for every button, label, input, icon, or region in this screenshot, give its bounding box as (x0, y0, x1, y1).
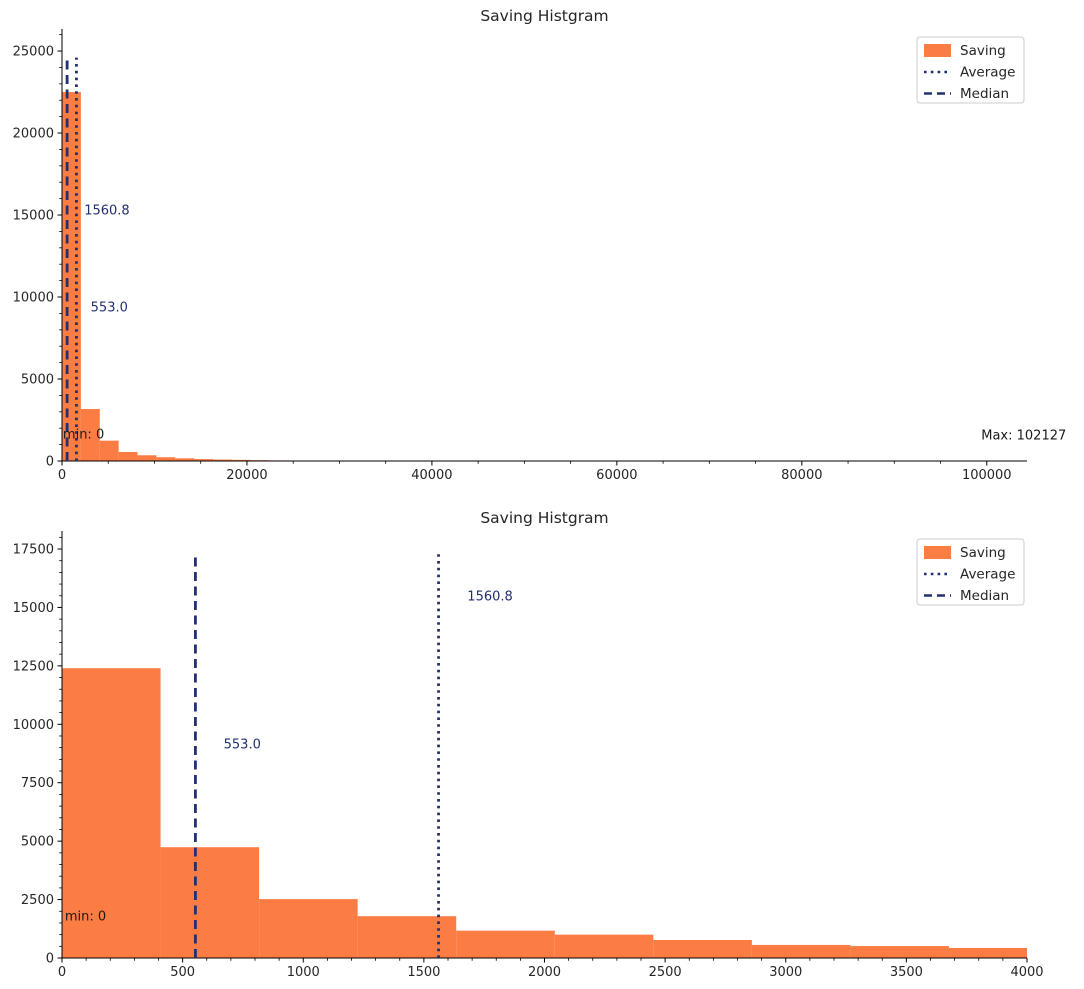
legend-label: Median (960, 588, 1009, 604)
histogram-bar (118, 451, 138, 461)
y-tick-label: 10000 (13, 291, 54, 306)
histogram-bar (653, 940, 752, 958)
annotation-min-0: min: 0 (65, 909, 106, 924)
histogram-bar (213, 459, 232, 461)
x-tick-label: 500 (170, 965, 195, 980)
x-tick-label: 4000 (1010, 965, 1043, 980)
histogram-bar (456, 930, 555, 958)
y-tick-label: 25000 (13, 45, 54, 60)
x-tick-label: 20000 (226, 468, 267, 483)
legend-label: Saving (960, 43, 1006, 59)
histogram-bar (160, 847, 260, 958)
histogram-top-svg: 0 20000 40000 60000 80000 100000 0 5000 10000 150… (13, 7, 1067, 483)
y-tick-label: 15000 (13, 601, 54, 616)
x-tick-label: 0 (58, 965, 66, 980)
x-tick-label: 40000 (411, 468, 452, 483)
x-tick-label: 1000 (287, 965, 320, 980)
histogram-bar (156, 457, 176, 461)
histogram-bar (948, 947, 1027, 958)
y-tick-label: 20000 (13, 127, 54, 142)
y-tick-label: 12500 (13, 659, 54, 674)
y-tick-label: 0 (46, 952, 54, 967)
y-tick-label: 5000 (21, 835, 54, 850)
y-tick-label: 0 (46, 455, 54, 470)
histogram-bar (357, 916, 457, 958)
y-tick-label: 10000 (13, 718, 54, 733)
annotation-553-0: 553.0 (224, 738, 261, 753)
saving-histogram-full-range: 0 20000 40000 60000 80000 100000 0 5000 10000 150… (13, 7, 1067, 483)
histogram-bar (137, 455, 157, 461)
legend-swatch-saving (924, 44, 951, 57)
histogram-bar (175, 458, 195, 461)
y-tick-label: 7500 (21, 776, 54, 791)
histogram-bar (231, 459, 251, 461)
histogram-bar (751, 944, 851, 958)
legend-label: Saving (960, 545, 1006, 561)
histogram-bars (62, 668, 1027, 958)
histogram-bar (259, 899, 358, 958)
histogram-bar (62, 668, 161, 958)
histogram-bar (850, 946, 949, 958)
y-tick-label: 15000 (13, 209, 54, 224)
histogram-bars (62, 92, 289, 461)
x-tick-label: 3000 (769, 965, 802, 980)
histogram-bar (194, 459, 214, 461)
chart-title: Saving Histgram (480, 7, 608, 25)
annotation-1560-8: 1560.8 (84, 204, 130, 219)
chart-title: Saving Histgram (480, 509, 608, 527)
x-tick-label: 3500 (890, 965, 923, 980)
y-tick-label: 5000 (21, 373, 54, 388)
legend-label: Median (960, 86, 1009, 102)
annotation-max-102127: Max: 102127 (981, 428, 1066, 443)
legend-swatch-saving (924, 546, 951, 559)
x-tick-label: 100000 (962, 468, 1012, 483)
x-tick-label: 60000 (596, 468, 637, 483)
x-tick-label: 0 (58, 468, 66, 483)
annotation-1560-8: 1560.8 (467, 589, 513, 604)
saving-histogram-zoomed: 0 500 1000 1500 2000 2500 3000 3500 4000 0 2500 500… (0, 498, 1084, 989)
histogram-bar (554, 934, 654, 958)
legend: Saving Average Median (916, 36, 1025, 104)
histogram-bottom-svg: 0 500 1000 1500 2000 2500 3000 3500 4000 0 2500 500… (13, 509, 1044, 980)
legend-label: Average (960, 567, 1015, 583)
y-tick-label: 2500 (21, 893, 54, 908)
legend: Saving Average Median (916, 538, 1025, 606)
annotation-553-0: 553.0 (91, 300, 128, 315)
histogram-bar (62, 92, 81, 461)
legend-label: Average (960, 65, 1015, 81)
x-tick-label: 1500 (407, 965, 440, 980)
x-tick-label: 2000 (528, 965, 561, 980)
y-tick-label: 17500 (13, 543, 54, 558)
histogram-bar (99, 440, 119, 461)
x-tick-label: 80000 (781, 468, 822, 483)
annotation-min-0: min: 0 (63, 427, 104, 442)
histogram-bar (80, 409, 100, 461)
x-tick-label: 2500 (649, 965, 682, 980)
